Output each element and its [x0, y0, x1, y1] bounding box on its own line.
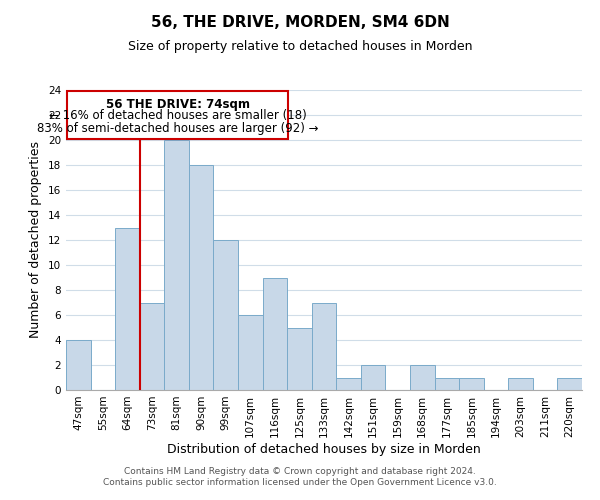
Bar — [361, 365, 385, 390]
Text: Contains HM Land Registry data © Crown copyright and database right 2024.: Contains HM Land Registry data © Crown c… — [124, 467, 476, 476]
Bar — [115, 228, 140, 390]
Bar — [508, 378, 533, 390]
Bar — [189, 165, 214, 390]
Text: Size of property relative to detached houses in Morden: Size of property relative to detached ho… — [128, 40, 472, 53]
Bar — [214, 240, 238, 390]
Bar — [140, 302, 164, 390]
Bar — [287, 328, 312, 390]
Text: 56, THE DRIVE, MORDEN, SM4 6DN: 56, THE DRIVE, MORDEN, SM4 6DN — [151, 15, 449, 30]
Bar — [67, 90, 289, 140]
Bar — [238, 315, 263, 390]
Text: 56 THE DRIVE: 74sqm: 56 THE DRIVE: 74sqm — [106, 98, 250, 111]
Bar — [164, 140, 189, 390]
Bar — [263, 278, 287, 390]
Text: 83% of semi-detached houses are larger (92) →: 83% of semi-detached houses are larger (… — [37, 122, 319, 135]
Text: ← 16% of detached houses are smaller (18): ← 16% of detached houses are smaller (18… — [49, 110, 307, 122]
X-axis label: Distribution of detached houses by size in Morden: Distribution of detached houses by size … — [167, 442, 481, 456]
Bar — [410, 365, 434, 390]
Bar — [336, 378, 361, 390]
Bar — [312, 302, 336, 390]
Y-axis label: Number of detached properties: Number of detached properties — [29, 142, 43, 338]
Bar — [66, 340, 91, 390]
Bar — [557, 378, 582, 390]
Bar — [459, 378, 484, 390]
Text: Contains public sector information licensed under the Open Government Licence v3: Contains public sector information licen… — [103, 478, 497, 487]
Bar — [434, 378, 459, 390]
